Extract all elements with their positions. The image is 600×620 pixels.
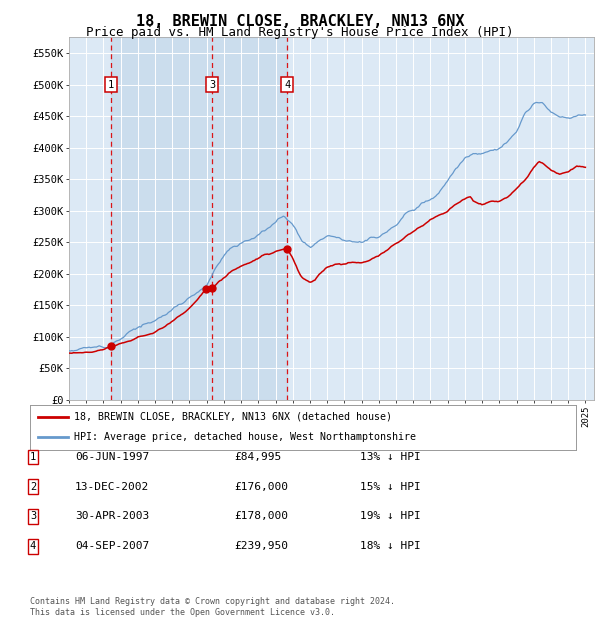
Text: 06-JUN-1997: 06-JUN-1997 bbox=[75, 452, 149, 462]
Text: 13% ↓ HPI: 13% ↓ HPI bbox=[360, 452, 421, 462]
Text: 18, BREWIN CLOSE, BRACKLEY, NN13 6NX: 18, BREWIN CLOSE, BRACKLEY, NN13 6NX bbox=[136, 14, 464, 29]
Text: 3: 3 bbox=[30, 512, 36, 521]
Text: 19% ↓ HPI: 19% ↓ HPI bbox=[360, 512, 421, 521]
Text: £239,950: £239,950 bbox=[234, 541, 288, 551]
Bar bbox=[111, 37, 287, 400]
Text: 18% ↓ HPI: 18% ↓ HPI bbox=[360, 541, 421, 551]
Text: 18, BREWIN CLOSE, BRACKLEY, NN13 6NX (detached house): 18, BREWIN CLOSE, BRACKLEY, NN13 6NX (de… bbox=[74, 412, 392, 422]
Text: 15% ↓ HPI: 15% ↓ HPI bbox=[360, 482, 421, 492]
Text: 2: 2 bbox=[30, 482, 36, 492]
Text: £178,000: £178,000 bbox=[234, 512, 288, 521]
Text: HPI: Average price, detached house, West Northamptonshire: HPI: Average price, detached house, West… bbox=[74, 432, 416, 443]
Text: 1: 1 bbox=[108, 79, 114, 89]
Text: 3: 3 bbox=[209, 79, 215, 89]
Text: 30-APR-2003: 30-APR-2003 bbox=[75, 512, 149, 521]
Text: £84,995: £84,995 bbox=[234, 452, 281, 462]
Text: 1: 1 bbox=[30, 452, 36, 462]
Text: 13-DEC-2002: 13-DEC-2002 bbox=[75, 482, 149, 492]
Text: 4: 4 bbox=[284, 79, 290, 89]
Text: Price paid vs. HM Land Registry's House Price Index (HPI): Price paid vs. HM Land Registry's House … bbox=[86, 26, 514, 39]
Text: £176,000: £176,000 bbox=[234, 482, 288, 492]
Text: Contains HM Land Registry data © Crown copyright and database right 2024.
This d: Contains HM Land Registry data © Crown c… bbox=[30, 598, 395, 617]
Text: 4: 4 bbox=[30, 541, 36, 551]
Text: 04-SEP-2007: 04-SEP-2007 bbox=[75, 541, 149, 551]
